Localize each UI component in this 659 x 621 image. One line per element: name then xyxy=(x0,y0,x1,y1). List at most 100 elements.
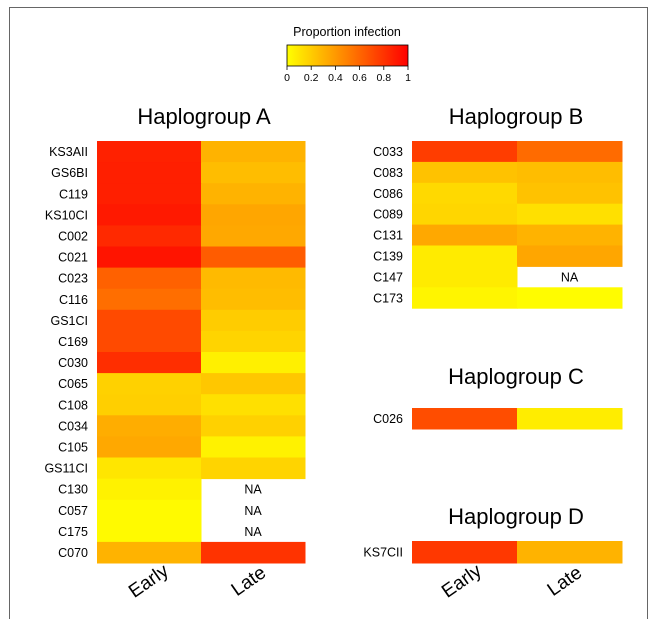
na-label: NA xyxy=(244,525,262,539)
figure-frame xyxy=(9,7,648,619)
heatmap-cell xyxy=(517,161,623,184)
legend-tick-label: 0.4 xyxy=(328,72,343,84)
heatmap-cell xyxy=(517,203,623,226)
row-label: KS10CI xyxy=(45,208,88,222)
heatmap-cell xyxy=(201,394,306,416)
row-label: GS6BI xyxy=(51,166,88,180)
heatmap-cell xyxy=(517,245,623,267)
row-label: C147 xyxy=(373,270,403,284)
heatmap-cell xyxy=(97,478,202,501)
heatmap-cell xyxy=(201,352,306,374)
heatmap-cell xyxy=(97,373,202,395)
row-label: C033 xyxy=(373,145,403,159)
heatmap-cell xyxy=(201,246,306,269)
na-label: NA xyxy=(561,270,579,284)
row-label: C130 xyxy=(58,483,88,497)
row-label: C021 xyxy=(58,251,88,265)
heatmap-cell xyxy=(97,330,202,353)
heatmap-cell xyxy=(97,499,202,522)
heatmap-cell xyxy=(412,245,518,267)
heatmap-cell xyxy=(97,246,202,269)
heatmap-cell xyxy=(412,408,518,430)
row-label: C023 xyxy=(58,272,88,286)
row-label: C086 xyxy=(373,187,403,201)
heatmap-cell xyxy=(201,204,306,226)
x-tick-early-right: Early xyxy=(438,560,486,602)
legend-tick-label: 1 xyxy=(405,72,411,84)
heatmap-cell xyxy=(97,394,202,416)
row-label: C083 xyxy=(373,166,403,180)
heatmap-cell xyxy=(97,288,202,311)
heatmap-cell xyxy=(201,162,306,184)
heatmap-cell xyxy=(97,457,202,480)
heatmap-cell xyxy=(97,352,202,374)
row-label: KS3AII xyxy=(49,145,88,159)
heatmap-cell xyxy=(97,204,202,226)
row-label: C065 xyxy=(58,377,88,391)
heatmap-cells: KS3AII GS6BI C119 KS10CI C002 C021 C023 C116 GS1… xyxy=(44,141,623,564)
heatmap-cell xyxy=(97,267,202,290)
row-label: C169 xyxy=(58,335,88,349)
heatmap-cell xyxy=(517,408,623,430)
row-label: C030 xyxy=(58,356,88,370)
heatmap-cell xyxy=(201,141,306,163)
legend-color-bar xyxy=(286,44,409,67)
row-label: C070 xyxy=(58,546,88,560)
row-label: GS1CI xyxy=(50,314,88,328)
legend-tick-label: 0.2 xyxy=(304,72,319,84)
x-tick-late-left: Late xyxy=(228,562,270,600)
heatmap-cell xyxy=(517,541,623,564)
heatmap-cell xyxy=(517,182,623,205)
na-label: NA xyxy=(244,504,262,518)
heatmap-cell xyxy=(97,415,202,437)
panel-title-b: Haplogroup B xyxy=(449,104,584,129)
legend-ticks: 0 0.2 0.4 0.6 0.8 1 xyxy=(284,66,411,84)
heatmap-cell xyxy=(412,541,518,564)
heatmap-cell xyxy=(412,203,518,226)
row-label: C002 xyxy=(58,229,88,243)
row-label: C108 xyxy=(58,398,88,412)
row-label: KS7CII xyxy=(363,546,403,560)
heatmap-cell xyxy=(412,287,518,309)
heatmap-cell xyxy=(97,541,202,564)
heatmap-cell xyxy=(201,309,306,332)
na-label: NA xyxy=(244,483,262,497)
heatmap-cell xyxy=(412,182,518,205)
row-label: GS11CI xyxy=(44,462,88,476)
heatmap-cell xyxy=(201,183,306,205)
heatmap-cell xyxy=(201,415,306,437)
row-label: C131 xyxy=(373,229,403,243)
row-label: C175 xyxy=(58,525,88,539)
heatmap-cell xyxy=(201,541,306,564)
heatmap-cell xyxy=(97,141,202,163)
heatmap-cell xyxy=(201,267,306,290)
legend-title: Proportion infection xyxy=(293,25,401,39)
heatmap-cell xyxy=(412,141,518,163)
row-label: C139 xyxy=(373,249,403,263)
heatmap-cell xyxy=(412,224,518,246)
row-label: C173 xyxy=(373,291,403,305)
heatmap-cell xyxy=(97,520,202,543)
heatmap-cell xyxy=(201,373,306,395)
legend-tick-label: 0.8 xyxy=(376,72,391,84)
heatmap-cell xyxy=(517,287,623,309)
heatmap-cell xyxy=(97,309,202,332)
heatmap-cell xyxy=(201,225,306,247)
heatmap-cell xyxy=(97,225,202,247)
legend-tick-label: 0.6 xyxy=(352,72,367,84)
x-tick-early-left: Early xyxy=(125,560,173,602)
heatmap-cell xyxy=(412,161,518,184)
heatmap-cell xyxy=(97,436,202,458)
row-label: C119 xyxy=(59,187,88,201)
heatmap-cell xyxy=(201,457,306,480)
legend-tick-label: 0 xyxy=(284,72,290,84)
heatmap-cell xyxy=(201,330,306,353)
heatmap-cell xyxy=(201,288,306,311)
row-label: C026 xyxy=(373,412,403,426)
heatmap-cell xyxy=(201,436,306,458)
color-legend: Proportion infection 0 0.2 0.4 0.6 0.8 1 xyxy=(284,25,411,84)
row-label: C034 xyxy=(58,419,88,433)
heatmap-cell xyxy=(97,162,202,184)
heatmap-cell xyxy=(97,183,202,205)
